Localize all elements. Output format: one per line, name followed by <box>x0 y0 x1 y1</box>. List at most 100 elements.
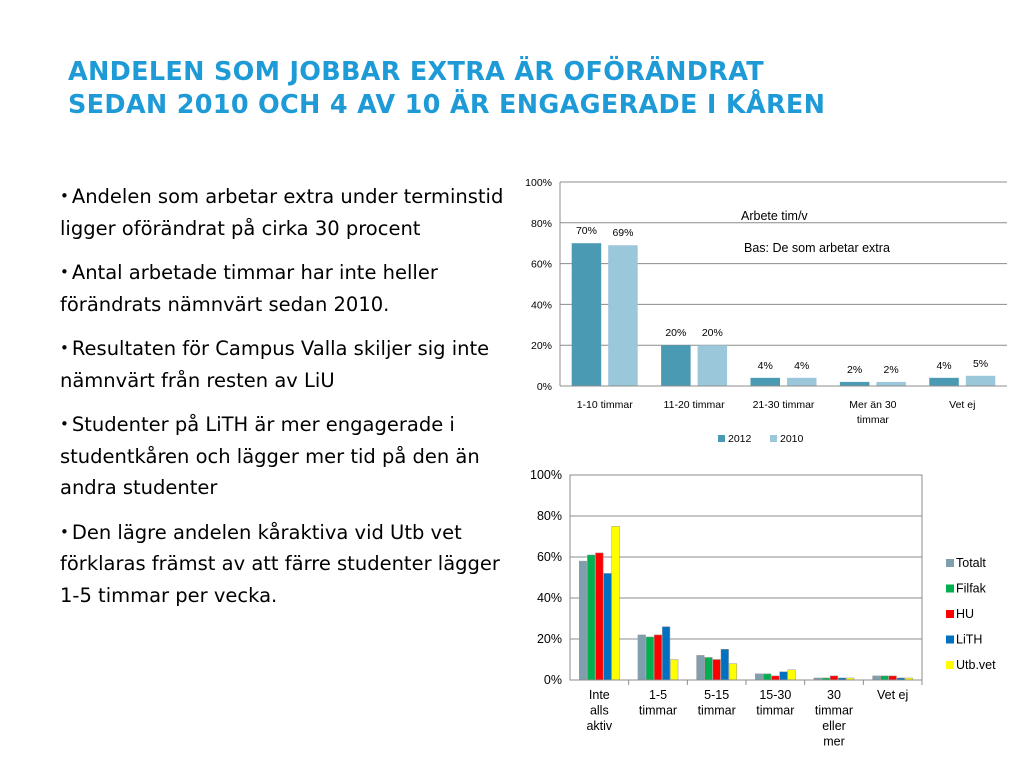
data-label: 20% <box>665 327 686 339</box>
x-tick-label: 30 timmar eller mer <box>815 688 853 749</box>
bar-2010 <box>608 245 638 386</box>
bar-2010 <box>965 375 996 386</box>
x-tick-label: Inte alls aktiv <box>586 688 612 733</box>
bar-2010 <box>697 345 728 386</box>
legend-label: LiTH <box>956 633 982 647</box>
x-tick-label: 1-5 timmar <box>639 688 677 718</box>
bar-totalt <box>755 673 764 681</box>
y-tick-label: 0% <box>537 381 552 393</box>
bar-2012 <box>929 377 959 386</box>
bar-filfak <box>587 554 596 681</box>
work-hours-chart: 0% 20% 40% 60% 80% 100% 1-10 timmar 70% 69% 11-20… <box>525 177 1007 445</box>
y-tick-label: 20% <box>537 632 562 646</box>
bar-filfak <box>763 673 772 681</box>
chart-subtitle: Bas: De som arbetar extra <box>744 241 890 255</box>
bar-hu <box>888 675 897 681</box>
bar-lith <box>603 573 612 681</box>
bar-filfak <box>880 675 889 681</box>
y-tick-label: 40% <box>531 299 552 311</box>
x-tick-label: 21-30 timmar <box>753 399 815 411</box>
legend-swatch <box>946 635 954 644</box>
data-label: 70% <box>576 225 597 237</box>
bar-utb-vet <box>728 663 737 681</box>
bar-2012 <box>839 381 870 386</box>
x-tick-label: 11-20 timmar <box>664 399 726 411</box>
bar-2010 <box>787 377 817 386</box>
y-tick-label: 100% <box>525 177 552 189</box>
legend-label: Filfak <box>956 582 987 596</box>
bar-2012 <box>571 243 602 386</box>
bullet-item: • Resultaten för Campus Valla skiljer sig… <box>60 333 505 396</box>
bar-lith <box>662 626 671 681</box>
slide-title-line-2: SEDAN 2010 OCH 4 AV 10 ÄR ENGAGERADE I K… <box>68 90 826 120</box>
data-label: 5% <box>973 358 988 370</box>
bar-hu <box>595 552 604 681</box>
bullet-list: • Andelen som arbetar extra under termins… <box>60 181 505 624</box>
bullet-text: Studenter på LiTH är mer engagerade i st… <box>60 413 480 499</box>
data-label: 4% <box>936 360 951 372</box>
bullet-item: • Andelen som arbetar extra under termins… <box>60 181 505 244</box>
x-tick-label: Mer än 30 timmar <box>849 399 896 426</box>
bar-utb-vet <box>670 659 679 681</box>
slide-title-line-1: ANDELEN SOM JOBBAR EXTRA ÄR OFÖRÄNDRAT <box>68 57 764 87</box>
slide-title: ANDELEN SOM JOBBAR EXTRA ÄR OFÖRÄNDRAT S… <box>68 56 968 122</box>
bullet-marker: • <box>60 263 69 281</box>
bar-2010 <box>876 381 906 386</box>
legend-label: 2012 <box>728 433 752 445</box>
y-tick-label: 0% <box>544 673 562 687</box>
bar-totalt <box>696 655 705 681</box>
legend-swatch <box>946 661 954 669</box>
data-label: 4% <box>758 360 773 372</box>
bar-hu <box>771 675 780 681</box>
y-tick-label: 80% <box>537 509 562 523</box>
bullet-marker: • <box>60 415 69 433</box>
bullet-text: Den lägre andelen kåraktiva vid Utb vet … <box>60 520 500 607</box>
x-tick-label: 5-15 timmar <box>698 688 736 718</box>
bar-totalt <box>637 634 646 681</box>
y-tick-label: 20% <box>531 340 552 352</box>
legend-label: Totalt <box>956 556 986 570</box>
y-tick-label: 100% <box>530 468 562 482</box>
bullet-text: Andelen som arbetar extra under terminst… <box>60 185 504 240</box>
bar-hu <box>653 634 663 681</box>
legend-label: Utb.vet <box>956 658 996 672</box>
bar-totalt <box>872 675 881 681</box>
bar-hu <box>829 675 839 681</box>
bar-totalt <box>579 560 588 681</box>
bar-filfak <box>704 657 713 681</box>
bullet-item: • Antal arbetade timmar har inte heller f… <box>60 257 505 320</box>
bar-2012 <box>661 345 691 386</box>
data-label: 2% <box>847 364 862 376</box>
bullet-text: Resultaten för Campus Valla skiljer sig … <box>60 337 490 392</box>
x-tick-label: Vet ej <box>877 688 908 702</box>
y-tick-label: 60% <box>537 550 562 564</box>
data-label: 69% <box>612 227 633 239</box>
legend-label: HU <box>956 607 974 621</box>
x-tick-label: 15-30 timmar <box>756 688 794 718</box>
y-tick-label: 40% <box>537 591 562 605</box>
bullet-marker: • <box>60 339 69 357</box>
bar-utb-vet <box>611 526 620 681</box>
legend-swatch <box>770 435 777 442</box>
legend-swatch <box>946 584 954 593</box>
data-label: 4% <box>794 360 809 372</box>
bar-utb-vet <box>787 669 796 681</box>
bullet-marker: • <box>60 522 69 541</box>
legend-swatch <box>946 559 954 567</box>
x-tick-label: Vet ej <box>949 399 975 411</box>
x-tick-label: 1-10 timmar <box>577 399 634 411</box>
data-label: 2% <box>884 364 899 376</box>
union-engagement-chart: 0% 20% 40% 60% 80% 100% Inte alls aktiv 1-5 timmar… <box>530 468 996 749</box>
bar-2012 <box>750 377 780 386</box>
chart-title: Arbete tim/v <box>741 209 808 223</box>
y-tick-label: 80% <box>531 218 552 230</box>
bar-filfak <box>645 636 654 681</box>
bullet-item: • Studenter på LiTH är mer engagerade i s… <box>60 409 505 504</box>
bullet-text: Antal arbetade timmar har inte heller fö… <box>60 261 438 316</box>
bullet-marker: • <box>60 187 69 205</box>
data-label: 20% <box>702 327 723 339</box>
legend-label: 2010 <box>780 433 804 445</box>
bar-lith <box>720 649 729 681</box>
bullet-item: • Den lägre andelen kåraktiva vid Utb vet… <box>60 517 505 612</box>
bar-hu <box>712 659 721 681</box>
